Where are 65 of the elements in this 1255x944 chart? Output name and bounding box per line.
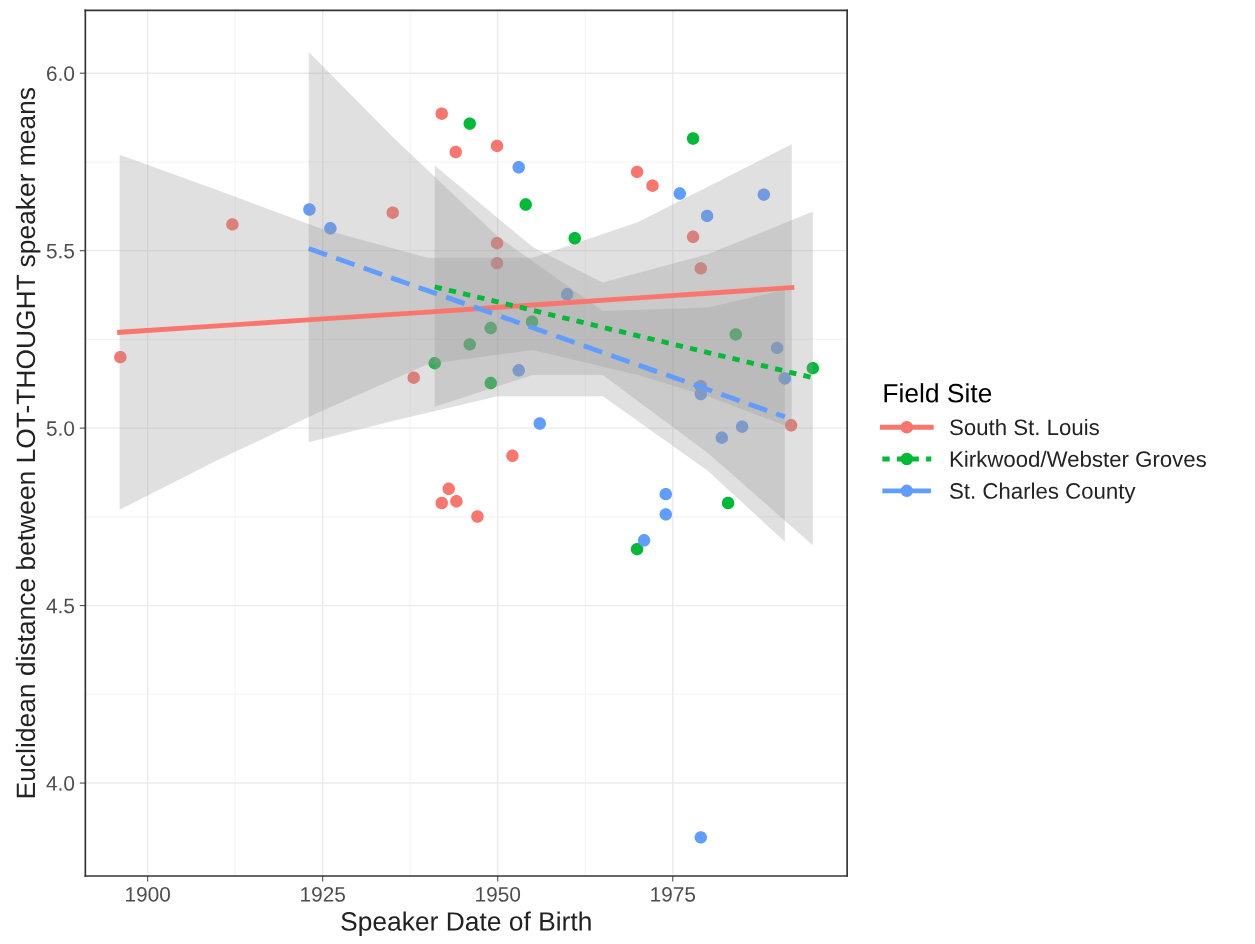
- point: [471, 510, 484, 523]
- line-series: [117, 285, 795, 335]
- point: [484, 376, 497, 390]
- point: [512, 364, 525, 377]
- point: [770, 341, 784, 355]
- point: [784, 419, 798, 432]
- point: [694, 831, 707, 844]
- point: [729, 328, 743, 341]
- y-axis-title: Euclidean distance between LOT-THOUGHT speaker means: [15, 87, 41, 798]
- point: [778, 372, 792, 385]
- point: [386, 206, 399, 219]
- y-tick-label: 4.5: [46, 598, 75, 614]
- legend-title: Field Site: [884, 383, 992, 403]
- point: [637, 534, 651, 547]
- point: [700, 209, 714, 223]
- y-tick-label: 4.0: [46, 776, 75, 791]
- point: [694, 262, 707, 275]
- point: [659, 487, 672, 501]
- point: [114, 350, 127, 364]
- point: [512, 161, 525, 174]
- point: [757, 188, 771, 201]
- point: [442, 482, 455, 496]
- legend-label: Kirkwood/Webster Groves: [950, 450, 1206, 468]
- point: [226, 218, 239, 231]
- point: [686, 230, 700, 244]
- point: [484, 321, 497, 335]
- line-series: [306, 246, 788, 420]
- point: [659, 508, 672, 521]
- point: [533, 417, 546, 430]
- point: [806, 361, 820, 375]
- point: [435, 496, 448, 510]
- point: [450, 495, 463, 508]
- point: [435, 107, 448, 120]
- point: [630, 165, 644, 179]
- point: [506, 449, 519, 463]
- y-tick-label: 5.0: [46, 421, 75, 436]
- point: [303, 203, 316, 216]
- point: [721, 496, 735, 510]
- point: [715, 431, 729, 444]
- x-tick-label: 1900: [126, 887, 171, 902]
- point: [568, 232, 581, 245]
- legend-label: St. Charles County: [950, 482, 1136, 504]
- x-tick-label: 1975: [651, 887, 696, 902]
- point: [646, 179, 659, 192]
- point: [519, 198, 532, 211]
- point: [463, 338, 476, 351]
- point: [428, 356, 441, 370]
- point: [630, 542, 644, 556]
- point: [735, 420, 749, 433]
- y-tick-label: 5.5: [46, 243, 75, 259]
- point: [686, 132, 700, 145]
- point: [449, 145, 462, 159]
- y-tick-label: 6.0: [47, 66, 75, 81]
- point: [560, 288, 574, 301]
- x-axis-title: Speaker Date of Birth: [341, 911, 591, 937]
- legend-label: South St. Louis: [950, 418, 1099, 436]
- point: [324, 222, 337, 235]
- point: [490, 139, 504, 153]
- x-tick-label: 1925: [301, 887, 345, 902]
- x-tick-label: 1950: [476, 887, 521, 902]
- point: [673, 187, 686, 200]
- point: [490, 256, 504, 270]
- point: [463, 117, 476, 130]
- point: [490, 237, 504, 250]
- point: [407, 371, 420, 384]
